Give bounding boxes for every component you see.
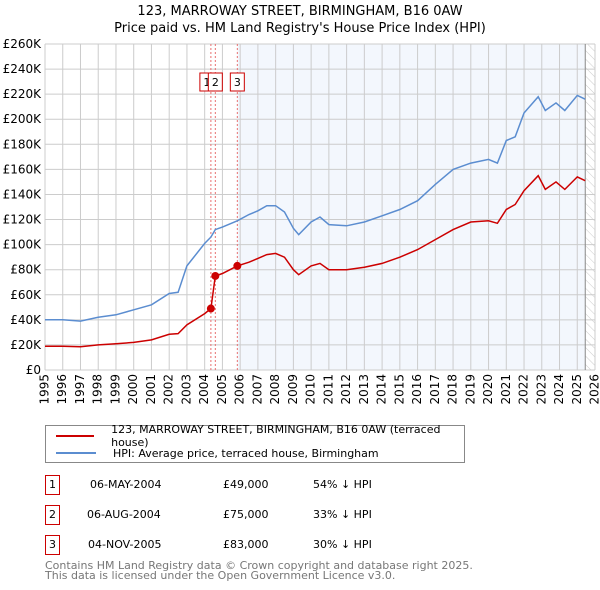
legend-swatch-red (56, 435, 95, 437)
footer: Contains HM Land Registry data © Crown c… (45, 559, 473, 582)
sale-hpi: 54% ↓ HPI (313, 478, 372, 491)
sale-point (233, 261, 242, 270)
sale-number: 2 (45, 505, 60, 525)
series-line (45, 94, 586, 322)
shaded-period (237, 44, 586, 370)
sale-label: 1 (203, 76, 210, 89)
sale-number: 1 (45, 475, 60, 495)
y-tick-label: £220K (3, 87, 43, 101)
sale-point (206, 304, 215, 313)
y-tick-label: £20K (10, 338, 42, 352)
x-tick-label: 2009 (286, 374, 300, 405)
sale-point (211, 271, 220, 280)
x-tick-label: 2021 (499, 374, 513, 405)
chart-title: 123, MARROWAY STREET, BIRMINGHAM, B16 0A… (0, 3, 600, 37)
legend-label: 123, MARROWAY STREET, BIRMINGHAM, B16 0A… (111, 423, 441, 449)
series-line (45, 174, 586, 348)
sale-label: 2 (212, 76, 219, 89)
y-tick-label: £140K (3, 187, 43, 201)
x-tick-label: 1999 (108, 374, 122, 405)
y-tick-label: £200K (3, 112, 43, 126)
sale-row: 2 06-AUG-2004 £75,000 33% ↓ HPI (45, 505, 465, 525)
x-tick-label: 2003 (179, 374, 193, 405)
y-tick-label: £100K (3, 238, 43, 252)
x-tick-label: 2000 (126, 374, 140, 405)
y-tick-label: £160K (3, 162, 43, 176)
sale-label-box (229, 72, 245, 92)
x-tick-label: 2020 (481, 374, 495, 405)
y-tick-label: £80K (10, 263, 42, 277)
legend-label: HPI: Average price, terraced house, Birm… (113, 446, 379, 460)
x-tick-label: 2013 (357, 374, 371, 405)
y-tick-label: £240K (3, 62, 43, 76)
x-tick-label: 2016 (410, 374, 424, 405)
sale-price: £49,000 (223, 478, 269, 491)
x-tick-label: 2011 (321, 374, 335, 405)
sale-date: 06-AUG-2004 (87, 508, 161, 521)
x-tick-label: 1998 (91, 374, 105, 405)
x-tick-label: 2010 (304, 374, 318, 405)
sale-hpi: 30% ↓ HPI (313, 538, 372, 551)
y-tick-label: £120K (3, 213, 43, 227)
y-tick-label: £180K (3, 137, 43, 151)
sale-number: 3 (45, 535, 60, 555)
x-tick-label: 2006 (233, 374, 247, 405)
x-tick-label: 1996 (55, 374, 69, 405)
forecast-hatch (585, 44, 595, 370)
y-tick-label: £40K (10, 313, 42, 327)
sale-price: £83,000 (223, 538, 269, 551)
sale-hpi: 33% ↓ HPI (313, 508, 372, 521)
legend-swatch-blue (56, 452, 96, 454)
title-line: 123, MARROWAY STREET, BIRMINGHAM, B16 0A… (137, 4, 463, 19)
legend-item-hpi: HPI: Average price, terraced house, Birm… (56, 445, 379, 461)
x-tick-label: 2026 (588, 374, 600, 405)
x-tick-label: 2024 (552, 374, 566, 405)
legend: 123, MARROWAY STREET, BIRMINGHAM, B16 0A… (45, 423, 465, 463)
sale-price: £75,000 (223, 508, 269, 521)
y-tick-label: £260K (3, 37, 43, 51)
x-tick-label: 2004 (197, 374, 211, 405)
x-tick-label: 2022 (517, 374, 531, 405)
y-tick-label: £60K (10, 288, 42, 302)
x-tick-label: 2017 (428, 374, 442, 405)
price-chart: 1995 1996 1997 1998 1999 2000 2001 2002 2003 2004… (3, 37, 600, 405)
sale-row: 3 04-NOV-2005 £83,000 30% ↓ HPI (45, 535, 465, 555)
x-tick-label: 2007 (250, 374, 264, 405)
x-tick-label: 2008 (268, 374, 282, 405)
x-tick-label: 2012 (339, 374, 353, 405)
footer-line: Contains HM Land Registry data © Crown c… (45, 559, 473, 572)
sale-date: 06-MAY-2004 (90, 478, 162, 491)
x-tick-label: 2019 (463, 374, 477, 405)
subtitle-line: Price paid vs. HM Land Registry's House … (114, 21, 486, 36)
sale-row: 1 06-MAY-2004 £49,000 54% ↓ HPI (45, 475, 465, 495)
y-tick-label: £0 (26, 363, 41, 377)
x-tick-label: 2018 (446, 374, 460, 405)
sale-date: 04-NOV-2005 (88, 538, 162, 551)
sale-label-box (207, 72, 223, 92)
x-tick-label: 2023 (534, 374, 548, 405)
legend-item-property: 123, MARROWAY STREET, BIRMINGHAM, B16 0A… (56, 423, 464, 449)
x-tick-label: 2014 (375, 374, 389, 405)
x-tick-label: 2015 (392, 374, 406, 405)
x-tick-label: 2005 (215, 374, 229, 405)
footer-line: This data is licensed under the Open Gov… (45, 569, 396, 582)
x-tick-label: 1995 (38, 374, 52, 405)
x-tick-label: 2001 (144, 374, 158, 405)
x-tick-label: 2025 (570, 374, 584, 405)
x-tick-label: 1997 (73, 374, 87, 405)
x-tick-label: 2002 (162, 374, 176, 405)
sale-label: 3 (234, 76, 241, 89)
